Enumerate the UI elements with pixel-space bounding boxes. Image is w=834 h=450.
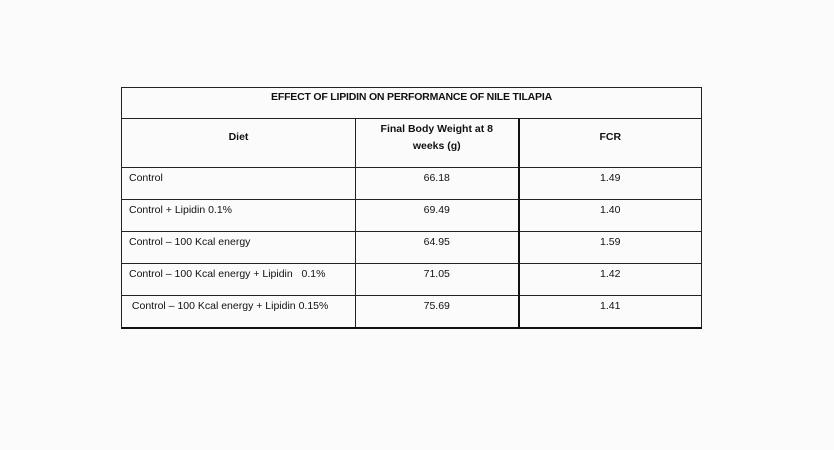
diet-cell: Control bbox=[121, 167, 356, 200]
diet-cell: Control – 100 Kcal energy + Lipidin 0.1% bbox=[121, 263, 356, 296]
header-diet: Diet bbox=[121, 118, 356, 168]
fcr-cell: 1.41 bbox=[518, 295, 702, 329]
diet-cell: Control – 100 Kcal energy + Lipidin 0.15… bbox=[121, 295, 356, 329]
weight-cell: 69.49 bbox=[355, 199, 520, 232]
table-row: Control – 100 Kcal energy 64.95 1.59 bbox=[121, 231, 702, 264]
fcr-cell: 1.40 bbox=[518, 199, 702, 232]
table-row: Control – 100 Kcal energy + Lipidin 0.1%… bbox=[121, 263, 702, 296]
table-row: Control 66.18 1.49 bbox=[121, 167, 702, 200]
table-header-row: Diet Final Body Weight at 8 weeks (g) FC… bbox=[121, 118, 702, 168]
weight-cell: 66.18 bbox=[355, 167, 520, 200]
fcr-cell: 1.59 bbox=[518, 231, 702, 264]
header-fcr: FCR bbox=[518, 118, 702, 168]
diet-cell: Control – 100 Kcal energy bbox=[121, 231, 356, 264]
table-row: Control + Lipidin 0.1% 69.49 1.40 bbox=[121, 199, 702, 232]
results-table: EFFECT OF LIPIDIN ON PERFORMANCE OF NILE… bbox=[121, 87, 702, 329]
table-title-row: EFFECT OF LIPIDIN ON PERFORMANCE OF NILE… bbox=[121, 87, 702, 119]
weight-cell: 64.95 bbox=[355, 231, 520, 264]
results-table-container: EFFECT OF LIPIDIN ON PERFORMANCE OF NILE… bbox=[121, 87, 702, 329]
diet-cell: Control + Lipidin 0.1% bbox=[121, 199, 356, 232]
table-row: Control – 100 Kcal energy + Lipidin 0.15… bbox=[121, 295, 702, 329]
header-final-body-weight: Final Body Weight at 8 weeks (g) bbox=[355, 118, 520, 168]
header-final-body-weight-label: Final Body Weight at 8 weeks (g) bbox=[380, 123, 493, 152]
weight-cell: 71.05 bbox=[355, 263, 520, 296]
table-title: EFFECT OF LIPIDIN ON PERFORMANCE OF NILE… bbox=[121, 87, 702, 119]
fcr-cell: 1.49 bbox=[518, 167, 702, 200]
fcr-cell: 1.42 bbox=[518, 263, 702, 296]
weight-cell: 75.69 bbox=[355, 295, 520, 329]
